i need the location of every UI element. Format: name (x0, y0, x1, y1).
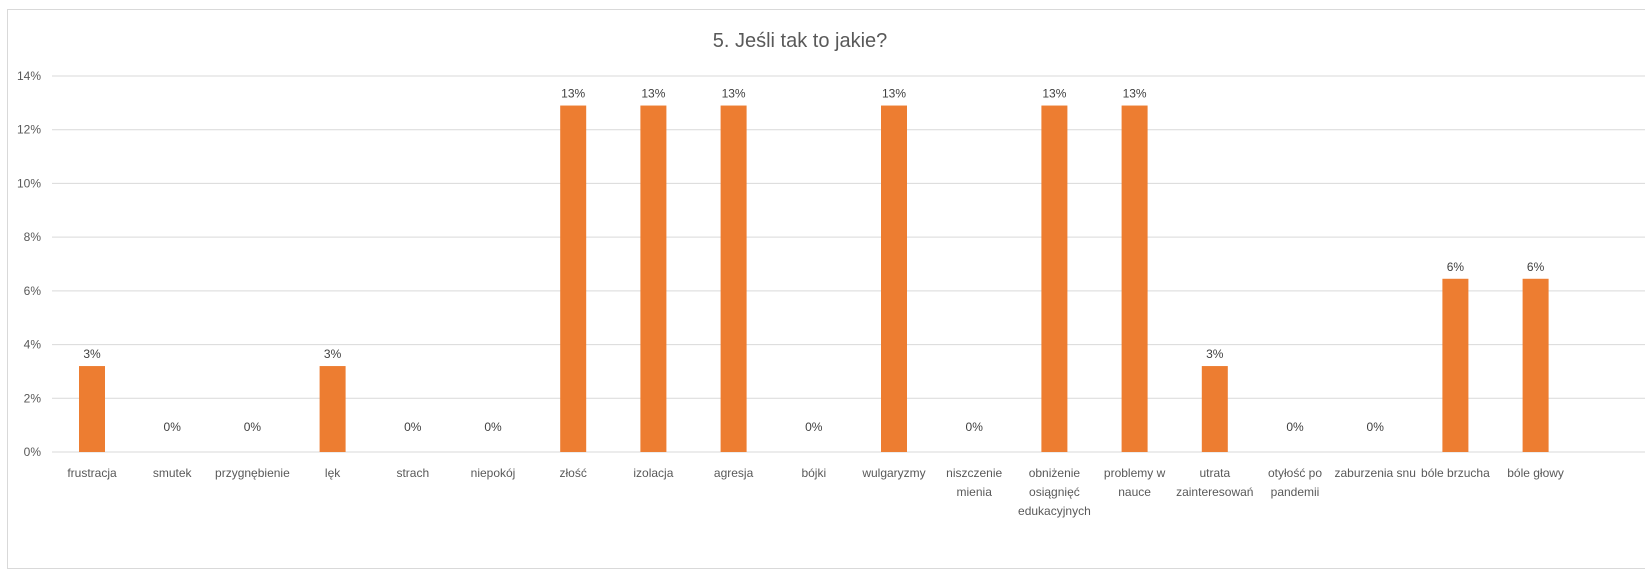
bar (1522, 278, 1549, 452)
category-label: strach (396, 466, 429, 480)
category-label: obniżenie (1029, 466, 1081, 480)
category-label: mienia (957, 485, 993, 499)
chart-title: 5. Jeśli tak to jakie? (713, 30, 888, 52)
category-label: utrata (1199, 466, 1230, 480)
category-label: agresja (714, 466, 754, 480)
y-tick-label: 14% (17, 69, 41, 83)
data-label: 6% (1447, 260, 1465, 274)
category-label: osiągnięć (1029, 485, 1080, 499)
category-label: nauce (1118, 485, 1151, 499)
gridlines (52, 75, 1645, 453)
category-label: przygnębienie (215, 466, 290, 480)
category-label: lęk (325, 466, 341, 480)
y-tick-label: 12% (17, 123, 41, 137)
data-label: 13% (722, 87, 746, 101)
category-label: smutek (153, 466, 193, 480)
data-label: 0% (164, 420, 182, 434)
bar (560, 105, 587, 453)
bar (1442, 278, 1469, 452)
category-label: złość (560, 466, 587, 480)
category-label: frustracja (67, 466, 117, 480)
bar (881, 105, 907, 453)
data-label: 3% (1206, 347, 1224, 361)
y-tick-label: 10% (17, 176, 41, 190)
category-label: problemy w (1104, 466, 1166, 480)
data-labels: 3% 0% 0% 3% 0% 0% 13% 13% 13% 0% 13% 0% 13% 13% 3% 0% 0%… (83, 87, 1544, 434)
category-label: bóle brzucha (1421, 466, 1490, 480)
bar (79, 366, 105, 452)
data-label: 0% (404, 420, 422, 434)
category-label: niszczenie (946, 466, 1002, 480)
category-label: bóle głowy (1507, 466, 1564, 480)
y-tick-label: 4% (24, 338, 42, 352)
data-label: 0% (484, 420, 502, 434)
bar (1201, 366, 1228, 452)
data-label: 13% (882, 87, 906, 101)
data-label: 13% (641, 87, 665, 101)
category-label: edukacyjnych (1018, 504, 1091, 518)
chart-area (7, 9, 1645, 569)
data-label: 6% (1527, 260, 1545, 274)
bar (1121, 105, 1148, 453)
data-label: 0% (244, 420, 262, 434)
bar-chart: 5. Jeśli tak to jakie? 0% 2% 4% 6% 8% 10% 12% 1… (17, 30, 1645, 518)
category-labels: frustracja smutek przygnębienie lęk strach ni… (67, 466, 1564, 518)
y-tick-label: 0% (24, 445, 42, 459)
category-label: izolacja (633, 466, 673, 480)
data-label: 0% (966, 420, 984, 434)
category-label: zaburzenia snu (1335, 466, 1416, 480)
y-axis-ticks: 0% 2% 4% 6% 8% 10% 12% 14% (17, 69, 41, 459)
data-label: 0% (1367, 420, 1385, 434)
data-label: 3% (324, 347, 342, 361)
y-tick-label: 8% (24, 230, 42, 244)
category-label: zainteresowań (1176, 485, 1253, 499)
category-label: bójki (801, 466, 826, 480)
data-label: 13% (1123, 87, 1147, 101)
data-label: 0% (1286, 420, 1304, 434)
bar (720, 105, 747, 453)
bars (79, 105, 1549, 453)
data-label: 3% (83, 347, 101, 361)
category-label: pandemii (1271, 485, 1320, 499)
data-label: 0% (805, 420, 823, 434)
bar (1041, 105, 1068, 453)
bar (640, 105, 667, 453)
bar (319, 366, 346, 452)
y-tick-label: 2% (24, 391, 42, 405)
data-label: 13% (561, 87, 585, 101)
category-label: otyłość po (1268, 466, 1322, 480)
y-tick-label: 6% (24, 284, 42, 298)
category-label: wulgaryzmy (861, 466, 925, 480)
category-label: niepokój (471, 466, 516, 480)
data-label: 13% (1042, 87, 1066, 101)
